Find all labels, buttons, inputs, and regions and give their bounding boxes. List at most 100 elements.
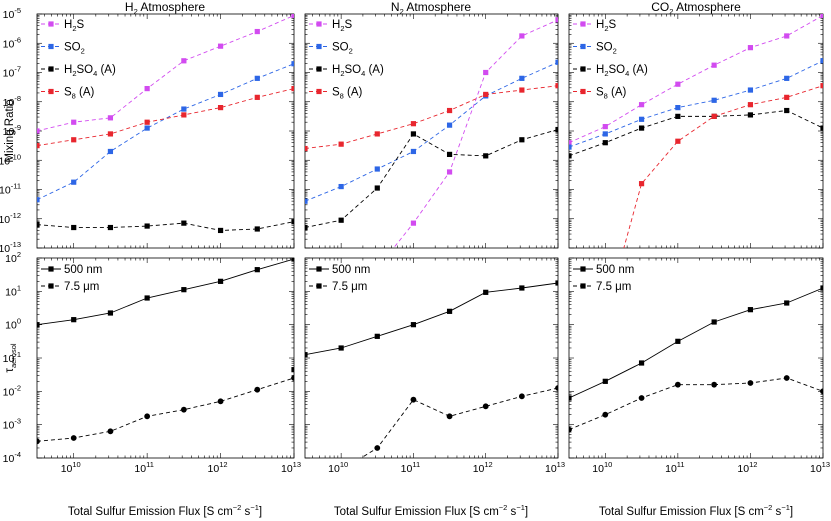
point-h2s bbox=[602, 124, 608, 130]
legend-label: 500 nm bbox=[64, 264, 102, 276]
legend-marker bbox=[316, 21, 322, 27]
point-s8-a- bbox=[305, 145, 308, 152]
series-line-500-nm bbox=[569, 287, 823, 399]
x-tick-label: 1012 bbox=[737, 460, 757, 475]
bottom-legend-1: 500 nm 7.5 μm bbox=[309, 264, 370, 293]
point-h2s bbox=[784, 33, 790, 39]
point-7-5-m bbox=[37, 438, 40, 445]
x-tick-label: 1013 bbox=[281, 460, 301, 475]
point-s8-a- bbox=[446, 107, 453, 114]
legend-marker bbox=[316, 266, 322, 272]
point-so2 bbox=[569, 144, 572, 150]
point-500-nm bbox=[602, 378, 608, 384]
x-tick-label: 1011 bbox=[134, 460, 153, 475]
point-500-nm bbox=[569, 395, 572, 401]
point-h2s bbox=[410, 220, 417, 226]
legend-marker bbox=[316, 88, 322, 95]
point-h2s bbox=[375, 266, 380, 271]
x-axis-label-1: Total Sulfur Emission Flux [S cm−2 s−1] bbox=[68, 503, 262, 518]
series-line-so2 bbox=[305, 61, 558, 202]
point-7-5-m bbox=[107, 428, 114, 435]
top-legend-0: H2S SO2 H2SO4 (A) S8 (A) bbox=[41, 19, 116, 101]
point-500-nm bbox=[338, 345, 344, 351]
point-500-nm bbox=[747, 307, 754, 313]
legend-marker bbox=[580, 43, 586, 50]
legend-label: 500 nm bbox=[332, 264, 370, 276]
point-500-nm bbox=[107, 310, 114, 316]
legend-label: SO2 bbox=[64, 42, 85, 56]
legend-marker bbox=[48, 66, 54, 72]
x-tick-label: 1010 bbox=[61, 460, 81, 475]
point-so2 bbox=[747, 87, 754, 93]
point-500-nm bbox=[181, 287, 187, 293]
point-so2 bbox=[638, 116, 645, 122]
point-7-5-m bbox=[674, 381, 681, 388]
bottom-legend-2: 500 nm 7.5 μm bbox=[573, 264, 634, 293]
top-panel-2-data bbox=[569, 14, 823, 248]
panel-title-h2: H2 Atmosphere bbox=[125, 0, 206, 16]
top-panel-0-axes: 10-5 10-6 10-7 10-8 10-9 10-10 10-11 10-12 10-13 bbox=[0, 6, 295, 255]
point-h2so4-a- bbox=[569, 153, 572, 159]
y-tick-label: 10-8 bbox=[3, 94, 21, 109]
y-tick-label: 10-13 bbox=[0, 240, 21, 255]
y-tick-label: 10-11 bbox=[0, 182, 21, 197]
y-tick-label: 10-6 bbox=[3, 35, 21, 50]
bottom-legend-0: 500 nm 7.5 μm bbox=[41, 264, 102, 293]
y-tick-label: 10-10 bbox=[0, 152, 21, 167]
y-tick-label: 101 bbox=[5, 283, 21, 298]
point-7-5-m bbox=[217, 398, 224, 405]
top-legend-2: H2S SO2 H2SO4 (A) S8 (A) bbox=[573, 19, 648, 101]
y-tick-label: 10-9 bbox=[3, 123, 21, 138]
point-s8-a- bbox=[291, 85, 294, 92]
series-line-so2 bbox=[569, 60, 823, 148]
point-h2s bbox=[638, 102, 645, 108]
point-so2 bbox=[338, 183, 344, 190]
point-7-5-m bbox=[144, 413, 151, 420]
point-7-5-m bbox=[711, 381, 718, 388]
point-h2s bbox=[37, 128, 40, 134]
point-so2 bbox=[555, 59, 558, 65]
legend-marker bbox=[48, 43, 54, 50]
point-7-5-m bbox=[783, 375, 790, 381]
top-panel-1-axes bbox=[304, 13, 559, 249]
y-tick-label: 102 bbox=[5, 250, 21, 265]
point-7-5-m bbox=[446, 413, 453, 420]
point-h2so4-a- bbox=[784, 107, 790, 114]
point-500-nm bbox=[483, 289, 489, 295]
point-h2so4-a- bbox=[374, 185, 380, 191]
series-line-7-5-m bbox=[569, 377, 823, 431]
point-so2 bbox=[410, 148, 417, 155]
legend-marker bbox=[316, 283, 322, 289]
y-tick-label: 10-2 bbox=[3, 383, 21, 398]
x-tick-label: 1011 bbox=[401, 460, 420, 475]
point-h2so4-a- bbox=[37, 222, 40, 228]
point-500-nm bbox=[675, 338, 681, 344]
point-so2 bbox=[675, 105, 681, 111]
point-s8-a- bbox=[410, 121, 417, 127]
point-500-nm bbox=[305, 352, 308, 358]
legend-marker bbox=[48, 283, 54, 289]
point-500-nm bbox=[217, 278, 224, 284]
panel-title-n2: N2 Atmosphere bbox=[391, 0, 472, 16]
point-s8-a- bbox=[638, 181, 645, 187]
point-s8-a- bbox=[338, 141, 344, 147]
point-h2so4-a- bbox=[638, 125, 645, 131]
series-line-so2 bbox=[37, 63, 294, 201]
point-500-nm bbox=[555, 280, 558, 286]
point-s8-a- bbox=[747, 102, 754, 108]
legend-label: H2SO4 (A) bbox=[596, 64, 648, 78]
legend-label: 7.5 μm bbox=[596, 281, 631, 293]
point-s8-a- bbox=[181, 112, 187, 118]
series-line-h2so4-a- bbox=[569, 110, 823, 157]
point-h2so4-a- bbox=[338, 217, 344, 223]
point-500-nm bbox=[254, 267, 260, 273]
point-h2so4-a- bbox=[254, 226, 260, 232]
point-500-nm bbox=[37, 322, 40, 328]
point-h2s bbox=[747, 45, 754, 51]
point-7-5-m bbox=[638, 395, 645, 401]
point-h2s bbox=[107, 115, 114, 121]
bottom-panel-1-data bbox=[305, 280, 558, 458]
point-h2s bbox=[555, 17, 558, 23]
series-line-s8-a- bbox=[305, 85, 558, 149]
point-s8-a- bbox=[374, 131, 380, 137]
